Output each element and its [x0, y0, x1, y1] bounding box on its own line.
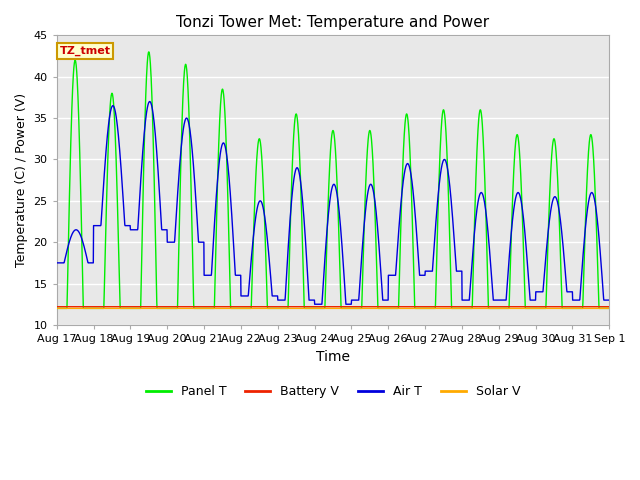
- Battery V: [349, 304, 356, 310]
- Air T: [311, 301, 319, 307]
- Panel T: [207, 305, 215, 311]
- Solar V: [605, 305, 613, 311]
- Battery V: [605, 304, 613, 310]
- Panel T: [349, 305, 357, 311]
- Battery V: [207, 304, 214, 310]
- Air T: [557, 221, 564, 227]
- Y-axis label: Temperature (C) / Power (V): Temperature (C) / Power (V): [15, 93, 28, 267]
- Panel T: [557, 258, 564, 264]
- Air T: [494, 297, 502, 303]
- Air T: [53, 260, 61, 266]
- Battery V: [361, 304, 369, 310]
- Line: Air T: Air T: [57, 102, 609, 304]
- Solar V: [493, 305, 501, 311]
- Panel T: [572, 305, 580, 311]
- Battery V: [572, 304, 580, 310]
- Battery V: [53, 304, 61, 310]
- Panel T: [145, 49, 153, 55]
- Battery V: [557, 304, 564, 310]
- Panel T: [605, 305, 613, 311]
- Solar V: [361, 305, 369, 311]
- Panel T: [361, 197, 369, 203]
- Solar V: [53, 305, 61, 311]
- Air T: [362, 209, 369, 215]
- Title: Tonzi Tower Met: Temperature and Power: Tonzi Tower Met: Temperature and Power: [177, 15, 490, 30]
- Air T: [207, 272, 215, 278]
- Panel T: [53, 305, 61, 311]
- Solar V: [207, 305, 214, 311]
- Solar V: [572, 305, 580, 311]
- Battery V: [493, 304, 501, 310]
- Legend: Panel T, Battery V, Air T, Solar V: Panel T, Battery V, Air T, Solar V: [141, 380, 525, 403]
- Solar V: [349, 305, 356, 311]
- Air T: [605, 297, 613, 303]
- Air T: [349, 297, 357, 303]
- Panel T: [494, 305, 502, 311]
- X-axis label: Time: Time: [316, 349, 350, 363]
- Text: TZ_tmet: TZ_tmet: [60, 46, 111, 57]
- Air T: [146, 99, 154, 105]
- Solar V: [557, 305, 564, 311]
- Air T: [572, 297, 580, 303]
- Line: Panel T: Panel T: [57, 52, 609, 308]
